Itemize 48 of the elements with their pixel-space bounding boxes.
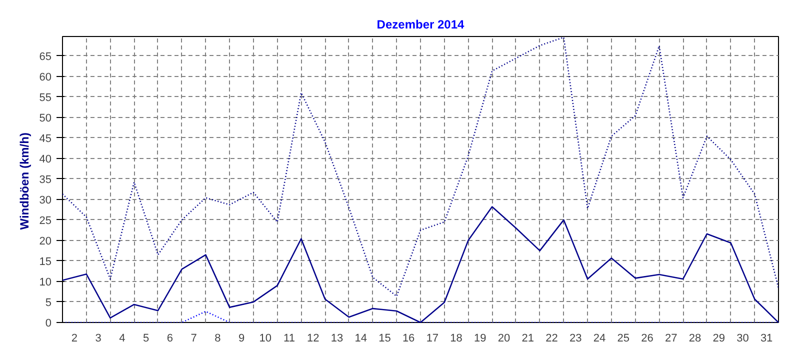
x-tick-label: 31 (760, 332, 773, 344)
x-tick-label: 22 (546, 332, 558, 344)
x-tick-label: 14 (354, 332, 367, 344)
x-tick-label: 13 (330, 332, 344, 344)
x-tick-label: 26 (641, 332, 654, 344)
x-tick-label: 24 (593, 332, 606, 344)
x-tick-label: 19 (474, 332, 486, 344)
y-tick-label: 20 (39, 235, 52, 248)
x-tick-label: 23 (570, 332, 582, 344)
y-tick-label: 45 (39, 132, 52, 145)
y-tick-label: 50 (39, 112, 52, 124)
x-tick-label: 20 (498, 332, 510, 344)
y-tick-label: 10 (39, 276, 52, 288)
x-tick-label: 3 (95, 332, 102, 344)
x-tick-label: 2 (71, 332, 78, 344)
x-tick-label: 27 (664, 332, 678, 344)
y-tick-label: 65 (39, 50, 52, 63)
y-tick-label: 25 (39, 214, 52, 227)
x-tick-label: 9 (238, 332, 245, 344)
y-tick-label: 30 (39, 194, 52, 206)
y-tick-label: 55 (39, 92, 52, 104)
x-tick-label: 21 (522, 332, 534, 344)
y-axis-title: Windböen (km/h) (17, 132, 32, 230)
x-tick-label: 30 (736, 332, 749, 344)
x-tick-label: 7 (190, 332, 197, 344)
y-tick-label: 0 (45, 318, 52, 330)
y-tick-label: 35 (39, 174, 52, 186)
x-tick-label: 10 (259, 332, 272, 344)
y-tick-label: 40 (39, 153, 52, 166)
x-tick-label: 18 (450, 332, 462, 344)
x-tick-label: 15 (378, 332, 391, 344)
x-tick-label: 4 (119, 332, 126, 344)
x-tick-label: 11 (284, 332, 295, 344)
x-tick-label: 12 (306, 332, 320, 344)
x-tick-label: 5 (142, 332, 150, 344)
chart-title: Dezember 2014 (376, 18, 465, 32)
x-tick-label: 28 (688, 332, 702, 344)
x-tick-label: 17 (426, 332, 439, 344)
line-series (62, 206, 778, 322)
x-tick-label: 8 (214, 332, 221, 344)
y-tick-label: 60 (39, 71, 52, 84)
x-tick-label: 25 (617, 332, 630, 344)
x-tick-label: 6 (166, 332, 173, 344)
y-tick-label: 15 (39, 256, 52, 268)
x-tick-label: 29 (712, 332, 725, 344)
line-series (62, 36, 778, 297)
y-tick-label: 5 (45, 296, 52, 309)
x-tick-label: 16 (402, 332, 415, 344)
